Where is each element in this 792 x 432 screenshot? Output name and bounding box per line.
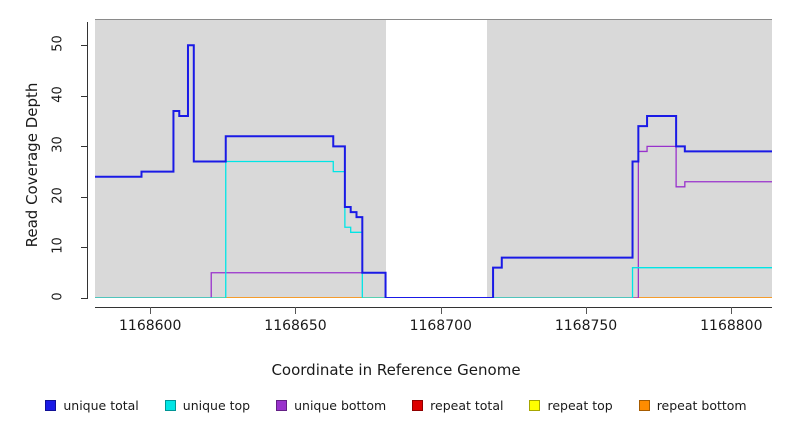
series-line-unique-total [95, 44, 772, 298]
legend-swatch-icon [164, 400, 176, 411]
legend-item[interactable]: repeat top [529, 398, 613, 413]
y-tick-label: 10 [50, 237, 66, 255]
legend-item[interactable]: unique top [164, 398, 251, 413]
y-tick-mark [81, 196, 88, 198]
x-tick-mark [150, 307, 152, 314]
y-tick-mark [81, 298, 88, 299]
y-axis-line [87, 22, 88, 298]
x-tick-mark [731, 307, 733, 314]
legend-swatch-icon [45, 400, 57, 411]
legend-label: repeat top [547, 398, 613, 413]
legend-item[interactable]: unique bottom [276, 398, 386, 413]
y-tick-label: 30 [50, 136, 66, 154]
x-tick-label: 1168600 [119, 318, 182, 334]
legend-swatch-icon [412, 400, 424, 411]
y-tick-label: 50 [50, 35, 66, 53]
legend-swatch-icon [276, 400, 288, 411]
legend-label: unique top [182, 398, 251, 413]
series-line-unique-bottom [95, 145, 772, 298]
legend-label: repeat total [430, 398, 504, 413]
legend-item[interactable]: repeat total [412, 398, 503, 413]
x-axis-line [95, 307, 772, 308]
x-axis-title: Coordinate in Reference Genome [271, 361, 521, 379]
plot-area [95, 19, 772, 298]
y-axis-title: Read Coverage Depth [23, 82, 41, 248]
legend-item[interactable]: unique total [45, 398, 139, 413]
plot-top-border [95, 19, 772, 20]
y-tick-label: 40 [50, 86, 66, 103]
x-tick-mark [440, 307, 442, 314]
y-tick-label: 20 [50, 187, 66, 204]
x-tick-mark [295, 307, 297, 314]
y-tick-label: 0 [50, 292, 66, 301]
chart-legend: unique total unique top unique bottom repea… [0, 398, 792, 413]
y-tick-mark [81, 247, 88, 249]
x-tick-label: 1168800 [700, 318, 763, 334]
y-tick-mark [81, 45, 88, 47]
coverage-gap-region [385, 20, 488, 298]
legend-item[interactable]: repeat bottom [638, 398, 747, 413]
series-line-unique-top [95, 160, 772, 298]
legend-label: unique total [63, 398, 139, 413]
legend-swatch-icon [529, 400, 541, 411]
x-tick-label: 1168650 [264, 318, 327, 334]
legend-label: unique bottom [294, 398, 387, 413]
legend-label: repeat bottom [656, 398, 747, 413]
y-tick-mark [81, 95, 88, 97]
series-canvas [95, 20, 772, 298]
x-tick-label: 1168700 [409, 318, 472, 334]
x-tick-label: 1168750 [554, 318, 618, 334]
y-tick-mark [81, 146, 88, 148]
x-tick-mark [586, 307, 588, 314]
legend-swatch-icon [638, 400, 650, 411]
